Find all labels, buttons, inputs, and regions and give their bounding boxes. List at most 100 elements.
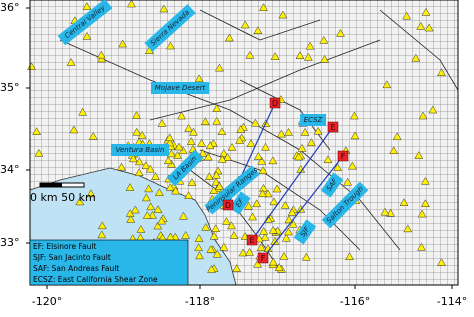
lat-label: 33° [0, 236, 20, 249]
station [246, 139, 256, 147]
station [134, 157, 144, 166]
station [82, 2, 92, 10]
station [336, 28, 345, 37]
station [420, 176, 430, 185]
legend-entry: SJF: San Jacinto Fault [33, 253, 111, 262]
station [86, 189, 96, 198]
region: ECSZ [300, 114, 326, 126]
station [69, 125, 79, 134]
station [211, 224, 221, 233]
station [151, 172, 160, 180]
station [165, 183, 175, 191]
station [227, 221, 236, 230]
station [258, 166, 268, 174]
profile-label: F [341, 152, 346, 161]
station [305, 41, 315, 50]
station [276, 129, 286, 138]
station [137, 130, 147, 139]
station [256, 243, 266, 251]
station [157, 118, 167, 127]
station [253, 152, 263, 160]
station [392, 132, 402, 141]
station [437, 258, 446, 266]
station [144, 184, 154, 193]
station [217, 127, 227, 136]
profile-end [246, 234, 258, 246]
station [32, 127, 42, 135]
station [142, 211, 152, 219]
station [118, 39, 128, 48]
station [240, 20, 250, 29]
station [200, 117, 210, 125]
station [197, 138, 206, 147]
station [295, 51, 305, 59]
legend-entry: EF: Elsinore Fault [33, 242, 97, 251]
station [268, 156, 278, 165]
station [127, 0, 136, 8]
station [207, 265, 216, 273]
station [245, 247, 254, 256]
station [126, 214, 136, 223]
station [414, 151, 424, 159]
station [261, 142, 270, 151]
station [428, 105, 438, 114]
station [253, 259, 263, 268]
station [211, 177, 221, 186]
station [260, 232, 270, 241]
region-label: EF [234, 196, 246, 208]
legend-box [29, 239, 189, 286]
region-box [166, 149, 204, 187]
station [211, 170, 221, 179]
station [269, 197, 279, 206]
station [297, 143, 307, 152]
station [154, 188, 164, 196]
station [212, 104, 222, 112]
station [416, 21, 426, 30]
station [268, 257, 278, 266]
station [238, 248, 248, 257]
station [258, 189, 267, 198]
station [417, 242, 426, 251]
legend-entry: SAF: San Andreas Fault [33, 264, 119, 273]
station [174, 142, 184, 151]
region-box [321, 181, 369, 229]
station [403, 224, 413, 233]
station [221, 216, 231, 225]
station [257, 156, 267, 165]
region-box [111, 144, 169, 156]
region: SAF [320, 172, 344, 198]
station [146, 202, 156, 211]
station [194, 234, 204, 242]
station [117, 162, 126, 171]
station [157, 216, 167, 225]
station [245, 50, 255, 59]
lon-label: -116° [340, 295, 370, 308]
station [300, 127, 310, 136]
station [219, 242, 229, 251]
profile-label: D [272, 99, 278, 108]
station [284, 227, 293, 236]
station [78, 107, 88, 116]
station [165, 133, 175, 142]
station [212, 116, 222, 125]
lat-label: 36° [0, 1, 20, 14]
station [165, 41, 175, 50]
stations [27, 0, 446, 283]
station [288, 219, 298, 228]
profile-end [222, 199, 234, 211]
station [171, 186, 181, 195]
station [75, 197, 85, 206]
station [97, 54, 107, 63]
lat-label: 35° [0, 81, 20, 94]
station [420, 199, 430, 207]
region-box [57, 0, 113, 46]
station [263, 189, 273, 198]
region-box [229, 191, 251, 215]
profile-label: F [261, 254, 266, 263]
station [166, 149, 176, 158]
station [232, 264, 242, 272]
station [333, 163, 343, 171]
station [153, 205, 163, 213]
station [284, 127, 294, 136]
